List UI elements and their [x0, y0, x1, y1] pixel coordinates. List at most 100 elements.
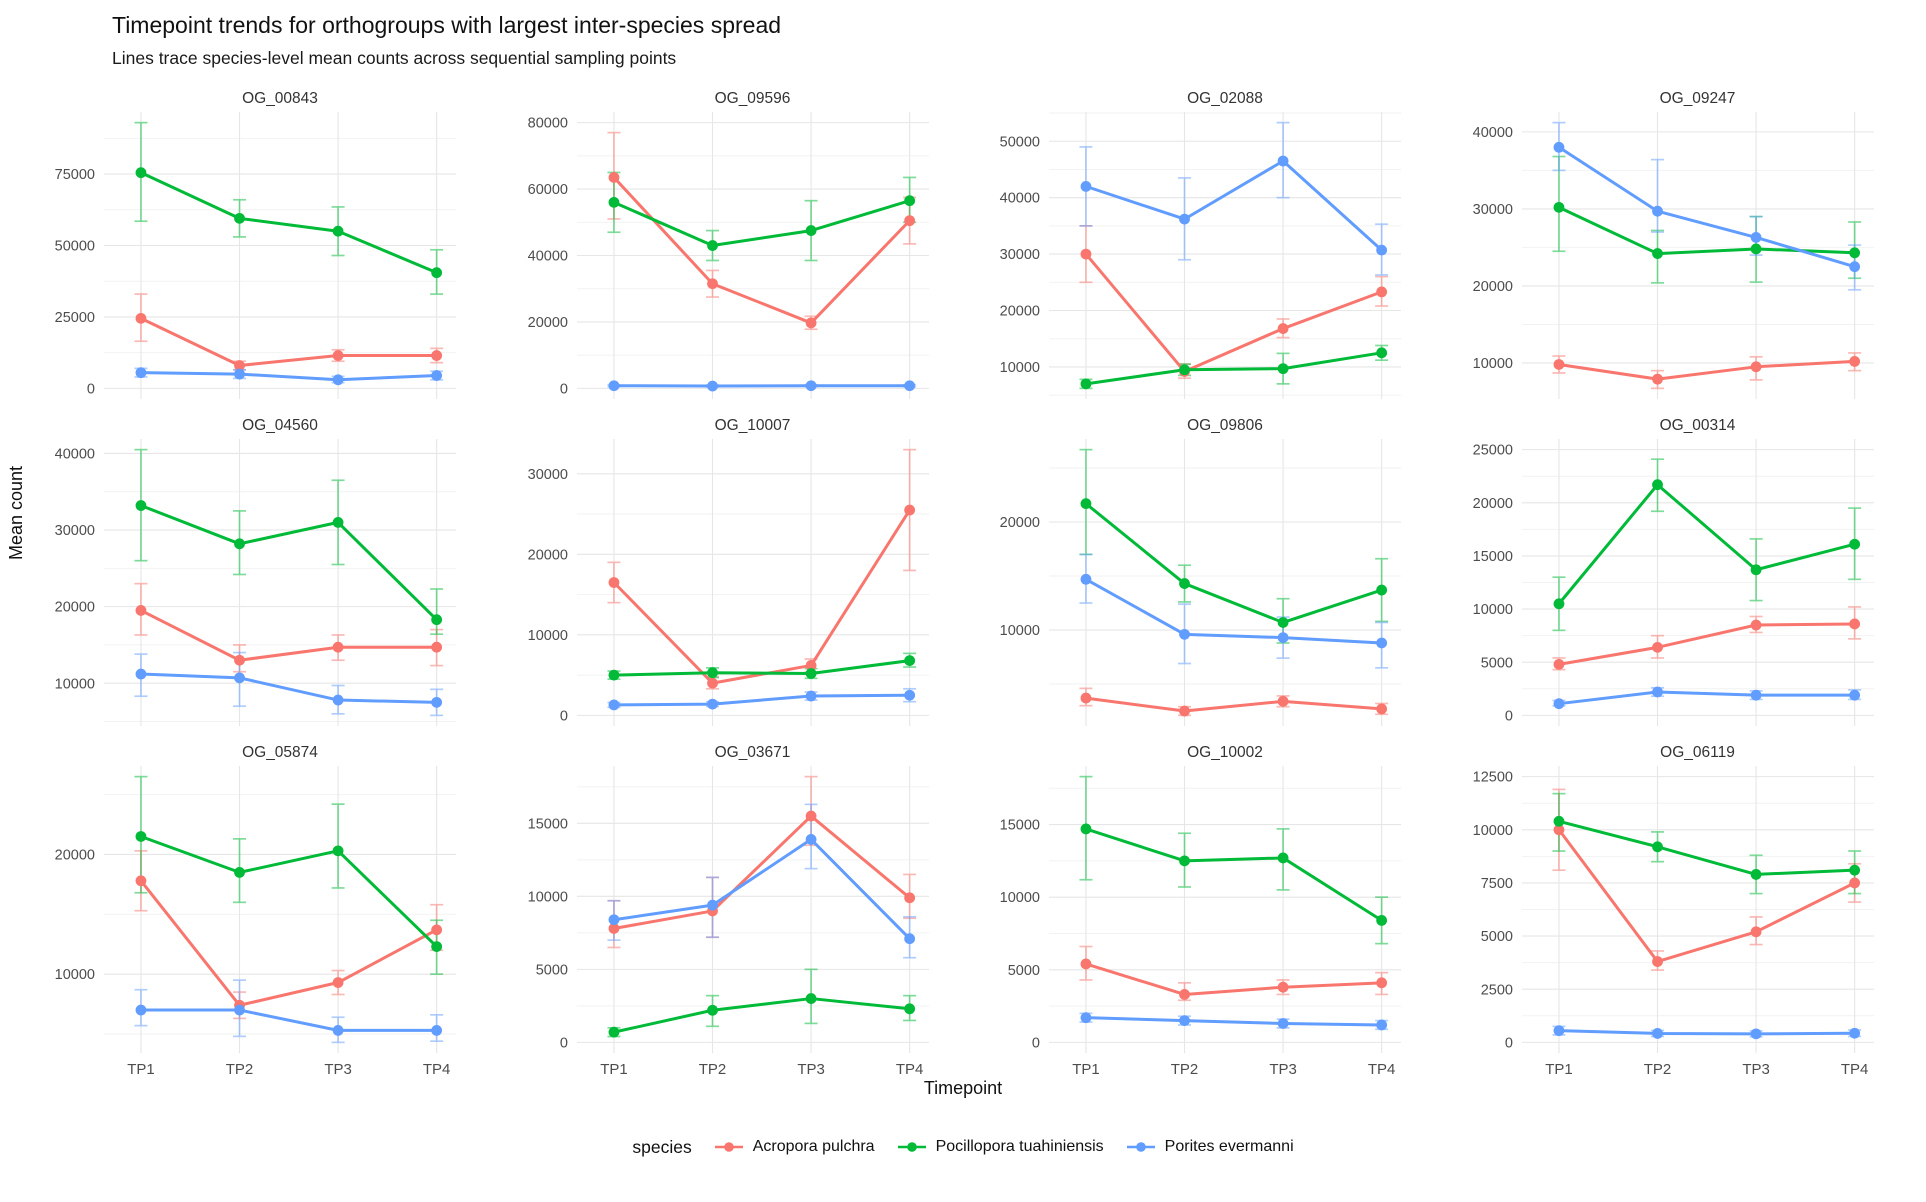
- legend-entry-label: Acropora pulchra: [752, 1138, 875, 1155]
- points-porites-evermanni: [1553, 141, 1860, 273]
- svg-text:TP2: TP2: [226, 1061, 254, 1078]
- svg-text:10000: 10000: [527, 889, 567, 905]
- y-axis-ticks: 0 5000 10000 15000 20000 25000: [1472, 443, 1512, 725]
- svg-text:5000: 5000: [1008, 963, 1040, 979]
- gridlines: [1049, 112, 1401, 399]
- trend-line-porites-evermanni: [139, 1008, 439, 1032]
- error-bars-porites-evermanni: [1551, 121, 1861, 291]
- svg-text:15000: 15000: [527, 816, 567, 832]
- facet-title: OG_10007: [714, 417, 791, 434]
- facet-plot-OG_02088: 10000 20000 30000 40000 50000: [1000, 112, 1401, 399]
- svg-text:30000: 30000: [55, 523, 95, 539]
- points-porites-evermanni: [135, 1004, 443, 1036]
- trend-line-pocillopora-tuahiniensis: [1084, 351, 1384, 386]
- error-bars-porites-evermanni: [134, 979, 444, 1044]
- points-porites-evermanni: [608, 380, 915, 392]
- points-acropora-pulchra: [1080, 692, 1388, 717]
- trend-line-porites-evermanni: [611, 837, 911, 941]
- points-pocillopora-tuahiniensis: [608, 993, 915, 1038]
- legend: species Acropora pulchra Pocillopora tuah…: [0, 1136, 1926, 1158]
- points-porites-evermanni: [1080, 155, 1388, 256]
- svg-text:0: 0: [559, 708, 567, 724]
- y-axis-ticks: 0 2500 5000 7500 10000 12500: [1472, 770, 1512, 1052]
- facet-OG_09247: OG_09247 10000 20000 30000 40000: [1454, 88, 1893, 399]
- facet-title: OG_04560: [242, 417, 318, 434]
- svg-text:10000: 10000: [1472, 356, 1512, 372]
- svg-text:40000: 40000: [527, 249, 567, 265]
- svg-text:TP1: TP1: [127, 1061, 155, 1078]
- trend-line-pocillopora-tuahiniensis: [1556, 483, 1856, 606]
- svg-text:5000: 5000: [1480, 929, 1512, 945]
- error-bars-porites-evermanni: [1079, 553, 1389, 669]
- points-pocillopora-tuahiniensis: [1080, 347, 1388, 390]
- facet-OG_00843: OG_00843 0 25000 50000 75000: [36, 88, 475, 399]
- y-axis-ticks: 10000 20000: [55, 848, 95, 984]
- svg-text:10000: 10000: [1000, 623, 1040, 639]
- legend-key-icon: [897, 1142, 926, 1152]
- svg-text:10000: 10000: [527, 628, 567, 644]
- points-pocillopora-tuahiniensis: [1553, 479, 1860, 610]
- svg-text:20000: 20000: [527, 315, 567, 331]
- facet-OG_02088: OG_02088 10000 20000 30000 40000 50000: [981, 88, 1420, 399]
- facet-title: OG_00843: [242, 90, 318, 107]
- gridlines: [104, 112, 456, 399]
- facet-OG_09596: OG_09596 0 20000 40000 60000 80000: [509, 88, 948, 399]
- x-axis-ticks: TP1 TP2 TP3 TP4: [1072, 1061, 1395, 1078]
- svg-text:TP1: TP1: [1072, 1061, 1100, 1078]
- facet-title: OG_10002: [1187, 744, 1263, 761]
- error-bars-porites-evermanni: [1551, 686, 1861, 707]
- error-bars-porites-evermanni: [606, 803, 916, 959]
- legend-entry-pocillopora-tuahiniensis: Pocillopora tuahiniensis: [895, 1136, 1104, 1158]
- error-bars-pocillopora-tuahiniensis: [1551, 458, 1861, 632]
- points-porites-evermanni: [1553, 1025, 1860, 1040]
- facet-title: OG_06119: [1660, 744, 1735, 761]
- facet-OG_10007: OG_10007 0 10000 20000 30000: [509, 415, 948, 726]
- facet-plot-OG_09806: 10000 20000: [1000, 439, 1401, 726]
- svg-text:0: 0: [1504, 708, 1512, 724]
- error-bars-pocillopora-tuahiniensis: [134, 775, 444, 975]
- trend-line-pocillopora-tuahiniensis: [1084, 827, 1384, 922]
- svg-text:TP4: TP4: [423, 1061, 451, 1078]
- svg-text:10000: 10000: [55, 676, 95, 692]
- svg-text:0: 0: [559, 381, 567, 397]
- facet-OG_09806: OG_09806 10000 20000: [981, 415, 1420, 726]
- trend-line-pocillopora-tuahiniensis: [1084, 502, 1384, 624]
- svg-text:10000: 10000: [1472, 602, 1512, 618]
- points-acropora-pulchra: [1553, 824, 1860, 967]
- svg-text:TP3: TP3: [797, 1061, 825, 1078]
- y-axis-ticks: 0 20000 40000 60000 80000: [527, 116, 567, 398]
- svg-text:7500: 7500: [1480, 876, 1512, 892]
- svg-text:TP3: TP3: [1269, 1061, 1297, 1078]
- legend-entry-acropora-pulchra: Acropora pulchra: [712, 1136, 875, 1158]
- svg-text:10000: 10000: [1472, 823, 1512, 839]
- error-bars-acropora-pulchra: [134, 582, 444, 673]
- trend-line-porites-evermanni: [1556, 1029, 1856, 1036]
- legend-entry-label: Pocillopora tuahiniensis: [935, 1138, 1104, 1155]
- svg-text:0: 0: [87, 381, 95, 397]
- svg-text:20000: 20000: [1000, 515, 1040, 531]
- facet-plot-OG_10002: 0 5000 10000 15000 TP1 TP2 TP3 TP4: [1000, 766, 1401, 1078]
- y-axis-title: Mean count: [6, 465, 26, 560]
- trend-line-porites-evermanni: [611, 693, 911, 707]
- facet-plot-OG_00314: 0 5000 10000 15000 20000 25000: [1472, 439, 1874, 726]
- legend-key-icon: [1126, 1142, 1155, 1152]
- points-pocillopora-tuahiniensis: [608, 195, 915, 251]
- points-acropora-pulchra: [1553, 618, 1860, 670]
- points-porites-evermanni: [1080, 573, 1388, 649]
- trend-line-acropora-pulchra: [1556, 622, 1856, 666]
- x-axis-ticks: TP1 TP2 TP3 TP4: [127, 1061, 450, 1078]
- svg-text:20000: 20000: [1472, 496, 1512, 512]
- error-bars-pocillopora-tuahiniensis: [1079, 448, 1389, 644]
- svg-text:TP4: TP4: [1840, 1061, 1868, 1078]
- gridlines: [1049, 766, 1401, 1053]
- facet-OG_00314: OG_00314 0 5000 10000 15000 20000 25000: [1454, 415, 1893, 726]
- points-porites-evermanni: [1080, 1012, 1388, 1031]
- error-bars-acropora-pulchra: [1551, 788, 1861, 971]
- facet-title: OG_09806: [1187, 417, 1263, 434]
- svg-text:TP3: TP3: [324, 1061, 352, 1078]
- trend-line-acropora-pulchra: [611, 508, 911, 685]
- error-bars-acropora-pulchra: [606, 131, 916, 331]
- trend-line-pocillopora-tuahiniensis: [1556, 819, 1856, 876]
- points-pocillopora-tuahiniensis: [135, 167, 443, 279]
- trend-line-porites-evermanni: [1084, 577, 1384, 645]
